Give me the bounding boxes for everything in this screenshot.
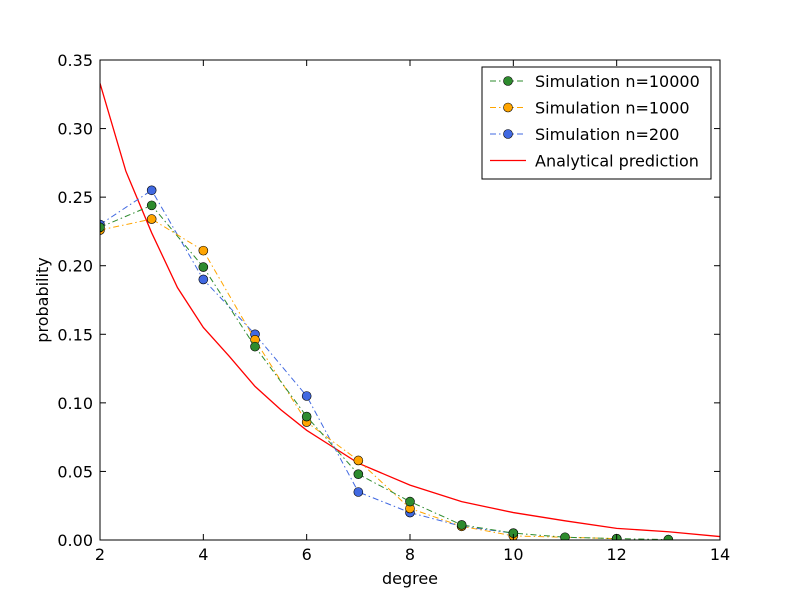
data-point <box>198 245 209 256</box>
x-axis: 2 4 6 8 10 12 14 <box>95 60 730 564</box>
series-1 <box>100 214 622 540</box>
data-point <box>301 391 312 401</box>
data-point <box>353 455 364 466</box>
x-tick-label: 10 <box>503 545 523 564</box>
y-tick-label: 0.25 <box>57 188 93 207</box>
legend-item: Analytical prediction <box>490 152 699 171</box>
x-tick-label: 2 <box>95 545 105 564</box>
series-line <box>100 204 669 540</box>
plot-area <box>100 83 720 540</box>
data-point <box>198 274 209 285</box>
x-tick-label: 14 <box>710 545 730 564</box>
legend-swatch-marker <box>503 102 513 113</box>
data-point <box>100 222 105 233</box>
data-point <box>146 214 157 224</box>
y-tick-label: 0.15 <box>57 325 93 344</box>
legend: Simulation n=10000 Simulation n=1000 Simul… <box>481 66 712 180</box>
y-tick-label: 0.30 <box>57 120 93 139</box>
y-axis-label: probability <box>33 257 52 342</box>
data-point <box>405 496 415 507</box>
legend-label: Simulation n=200 <box>535 125 679 144</box>
y-tick-label: 0.35 <box>57 51 93 70</box>
data-point <box>353 487 364 497</box>
data-point <box>146 185 157 196</box>
legend-item: Simulation n=10000 <box>490 72 700 91</box>
legend-label: Simulation n=1000 <box>535 99 690 118</box>
legend-swatch-marker <box>503 129 513 139</box>
x-axis-label: degree <box>382 569 438 588</box>
data-point <box>301 411 312 422</box>
data-point <box>146 200 157 211</box>
x-tick-label: 4 <box>198 545 208 564</box>
x-tick-label: 8 <box>405 545 415 564</box>
legend-item: Simulation n=200 <box>490 125 679 144</box>
series-0 <box>100 200 674 540</box>
legend-item: Simulation n=1000 <box>490 99 690 118</box>
legend-label: Simulation n=10000 <box>535 72 700 91</box>
x-tick-label: 12 <box>606 545 626 564</box>
data-point <box>198 262 209 272</box>
data-point <box>560 532 570 540</box>
series-line <box>100 218 617 540</box>
y-tick-label: 0.10 <box>57 394 93 413</box>
y-axis: 0.00 0.05 0.10 0.15 0.20 0.25 0.30 0.35 <box>57 51 720 550</box>
data-point <box>353 469 364 479</box>
y-tick-label: 0.00 <box>57 531 93 550</box>
data-point <box>250 341 260 352</box>
x-tick-label: 6 <box>302 545 312 564</box>
y-tick-label: 0.20 <box>57 257 93 276</box>
legend-label: Analytical prediction <box>535 152 699 171</box>
legend-swatch-marker <box>503 76 513 86</box>
data-point <box>456 520 467 530</box>
y-tick-label: 0.05 <box>57 462 93 481</box>
